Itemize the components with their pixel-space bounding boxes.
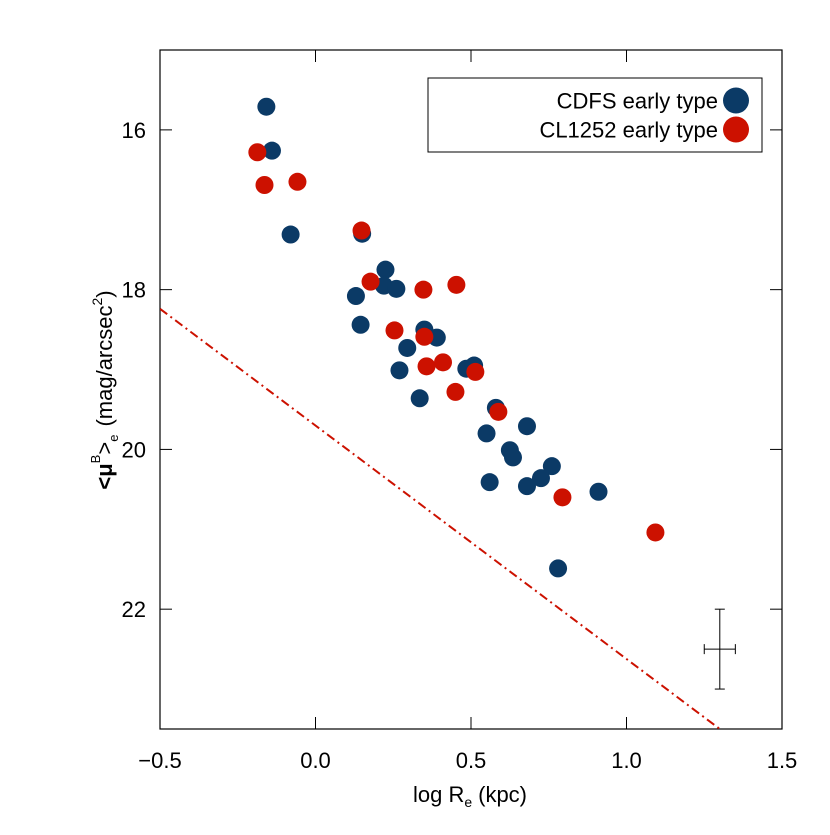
- y-label-pre: <μ: [92, 463, 117, 489]
- data-point: [517, 477, 536, 496]
- data-point: [415, 327, 434, 346]
- x-tick-label: −0.5: [138, 748, 181, 773]
- data-point: [398, 338, 417, 357]
- data-point: [257, 97, 276, 116]
- data-point: [414, 280, 433, 299]
- data-point: [410, 389, 429, 408]
- x-tick-label: 1.5: [767, 748, 798, 773]
- legend-marker: [723, 116, 749, 143]
- data-point: [542, 457, 561, 476]
- data-point: [466, 362, 485, 381]
- data-point: [417, 357, 436, 376]
- data-point: [361, 272, 380, 291]
- data-point: [503, 448, 522, 467]
- y-axis-label: <μB>e (mag/arcsec2): [88, 290, 121, 489]
- data-point: [385, 321, 404, 340]
- legend-marker: [723, 87, 749, 114]
- x-tick-label: 1.0: [611, 748, 642, 773]
- data-point: [477, 424, 496, 443]
- data-point: [434, 353, 453, 372]
- y-label-unit: (mag/arcsec: [92, 306, 117, 427]
- data-point: [262, 141, 281, 160]
- x-tick-label: 0.0: [300, 748, 331, 773]
- data-point: [248, 143, 267, 162]
- y-label-sub: e: [106, 435, 121, 442]
- y-tick-label: 18: [122, 278, 146, 303]
- plot-area: [160, 97, 721, 729]
- data-point: [351, 315, 370, 334]
- data-point: [489, 402, 508, 421]
- legend-label: CL1252 early type: [539, 118, 718, 143]
- data-point: [517, 417, 536, 436]
- reference-line: [160, 308, 721, 729]
- x-label-sub: e: [464, 794, 472, 810]
- data-point: [376, 260, 395, 279]
- y-label-unit-sup: 2: [89, 298, 105, 306]
- x-axis-label: log Re (kpc): [413, 782, 527, 810]
- data-point: [447, 275, 466, 294]
- y-label-mid: >: [92, 442, 117, 455]
- data-point: [352, 221, 371, 240]
- y-label-sup: B: [88, 455, 103, 464]
- data-point: [446, 382, 465, 401]
- data-point: [281, 225, 300, 244]
- data-point: [346, 287, 365, 306]
- y-tick-label: 22: [122, 597, 146, 622]
- data-point: [553, 488, 572, 507]
- data-point: [589, 482, 608, 501]
- x-label-unit: (kpc): [478, 782, 527, 807]
- data-point: [288, 172, 307, 191]
- y-tick-label: 16: [122, 118, 146, 143]
- y-tick-label: 20: [122, 437, 146, 462]
- legend-box: [427, 77, 763, 153]
- x-tick-label: 0.5: [456, 748, 487, 773]
- data-point: [549, 559, 568, 578]
- x-label-text: log R: [413, 782, 464, 807]
- data-point: [531, 469, 550, 488]
- data-point: [480, 473, 499, 492]
- legend-label: CDFS early type: [557, 89, 718, 114]
- data-point: [387, 279, 406, 298]
- y-label-end: ): [92, 290, 117, 297]
- data-point: [390, 361, 409, 380]
- data-point: [255, 176, 274, 195]
- data-point: [646, 523, 665, 542]
